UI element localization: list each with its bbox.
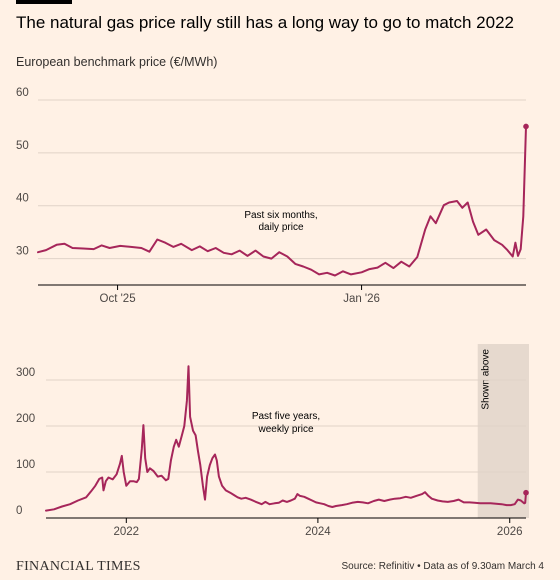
source-note: Source: Refinitiv • Data as of 9.30am Ma…	[341, 561, 544, 572]
ft-logo: FINANCIAL TIMES	[16, 559, 141, 574]
six-month-x-tick-label: Jan '26	[343, 293, 380, 305]
six-month-x-axis: Oct '25 Jan '26	[38, 284, 526, 305]
chart-title: The natural gas price rally still has a …	[16, 13, 514, 32]
six-month-chart: 30 40 50 60 Oct '25 Jan '26 Past six months,…	[16, 87, 529, 305]
shown-above-region	[477, 344, 529, 518]
six-month-x-tick-label: Oct '25	[100, 293, 136, 305]
five-year-chart: Shown above 0 100 200 300 2022 2024 2026 Past…	[16, 344, 529, 538]
five-year-y-axis: 0 100 200 300	[16, 367, 35, 517]
six-month-y-axis: 30 40 50 60	[16, 87, 29, 258]
five-year-y-tick-label: 100	[16, 459, 35, 471]
five-year-x-axis: 2022 2024 2026	[46, 517, 526, 538]
five-year-x-tick-label: 2024	[305, 526, 331, 538]
six-month-price-line	[37, 125, 527, 277]
five-year-price-line	[45, 365, 527, 512]
six-month-annotation-line-2: daily price	[258, 222, 303, 233]
five-year-grid	[46, 379, 526, 519]
five-year-annotation-line-2: weekly price	[257, 424, 313, 435]
six-month-latest-point	[523, 123, 529, 130]
six-month-y-tick-label: 30	[16, 246, 29, 258]
five-year-y-tick-label: 300	[16, 367, 35, 379]
six-month-grid	[38, 99, 526, 260]
five-year-x-tick-label: 2026	[497, 526, 523, 538]
six-month-y-tick-label: 40	[16, 193, 29, 205]
five-year-y-tick-label: 0	[16, 505, 22, 517]
six-month-annotation-line-1: Past six months,	[244, 210, 317, 221]
six-month-y-tick-label: 60	[16, 87, 29, 99]
five-year-x-tick-label: 2022	[114, 526, 140, 538]
shown-above-label: Shown above	[481, 349, 492, 410]
five-year-latest-point	[523, 489, 529, 496]
six-month-y-tick-label: 50	[16, 140, 29, 152]
top-rule	[16, 0, 72, 4]
five-year-annotation-line-1: Past five years,	[252, 411, 320, 422]
five-year-y-tick-label: 200	[16, 413, 35, 425]
chart-subtitle: European benchmark price (€/MWh)	[16, 55, 218, 69]
